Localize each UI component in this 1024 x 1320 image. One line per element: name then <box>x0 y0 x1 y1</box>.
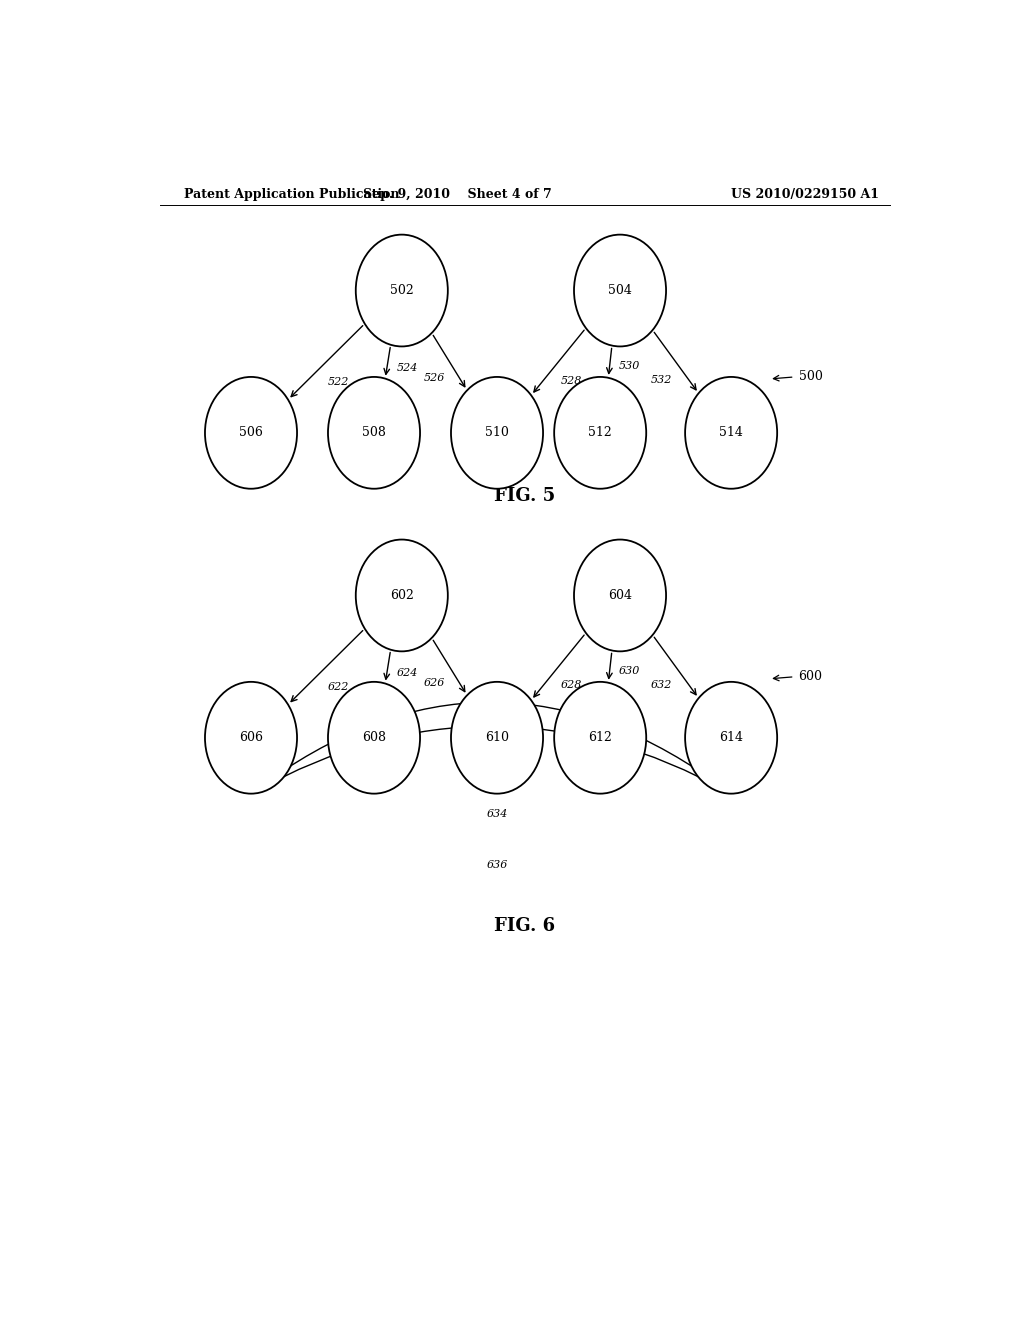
Ellipse shape <box>328 378 420 488</box>
Ellipse shape <box>451 378 543 488</box>
Ellipse shape <box>451 682 543 793</box>
Text: 514: 514 <box>719 426 743 440</box>
Text: 508: 508 <box>362 426 386 440</box>
Text: 636: 636 <box>486 859 508 870</box>
Text: 626: 626 <box>424 678 445 688</box>
Text: 610: 610 <box>485 731 509 744</box>
Text: 632: 632 <box>651 680 672 689</box>
Ellipse shape <box>205 682 297 793</box>
Text: 606: 606 <box>239 731 263 744</box>
Ellipse shape <box>355 540 447 651</box>
Text: 614: 614 <box>719 731 743 744</box>
Text: 512: 512 <box>589 426 612 440</box>
Text: Sep. 9, 2010    Sheet 4 of 7: Sep. 9, 2010 Sheet 4 of 7 <box>362 189 552 202</box>
Text: 604: 604 <box>608 589 632 602</box>
Text: FIG. 6: FIG. 6 <box>495 917 555 935</box>
Text: 628: 628 <box>561 680 583 690</box>
Ellipse shape <box>554 378 646 488</box>
Text: 510: 510 <box>485 426 509 440</box>
Text: 502: 502 <box>390 284 414 297</box>
Ellipse shape <box>355 235 447 346</box>
Text: 532: 532 <box>651 375 672 384</box>
Ellipse shape <box>574 235 666 346</box>
Text: 634: 634 <box>486 809 508 818</box>
Ellipse shape <box>685 378 777 488</box>
Text: 528: 528 <box>561 375 583 385</box>
Text: 624: 624 <box>396 668 418 677</box>
Text: 600: 600 <box>799 671 822 684</box>
Text: 608: 608 <box>362 731 386 744</box>
FancyArrowPatch shape <box>255 726 729 792</box>
Text: 522: 522 <box>328 378 349 387</box>
Text: Patent Application Publication: Patent Application Publication <box>183 189 399 202</box>
Text: 622: 622 <box>328 682 349 692</box>
Text: 602: 602 <box>390 589 414 602</box>
Text: 524: 524 <box>396 363 418 372</box>
Text: FIG. 5: FIG. 5 <box>495 487 555 504</box>
Text: 506: 506 <box>239 426 263 440</box>
Ellipse shape <box>554 682 646 793</box>
Ellipse shape <box>205 378 297 488</box>
Text: US 2010/0229150 A1: US 2010/0229150 A1 <box>731 189 880 202</box>
Ellipse shape <box>685 682 777 793</box>
Text: 500: 500 <box>799 371 822 383</box>
Text: 612: 612 <box>588 731 612 744</box>
FancyArrowPatch shape <box>254 702 729 792</box>
Text: 530: 530 <box>618 362 640 371</box>
Text: 504: 504 <box>608 284 632 297</box>
Text: 630: 630 <box>618 667 640 676</box>
Text: 526: 526 <box>424 374 445 383</box>
Ellipse shape <box>574 540 666 651</box>
Ellipse shape <box>328 682 420 793</box>
